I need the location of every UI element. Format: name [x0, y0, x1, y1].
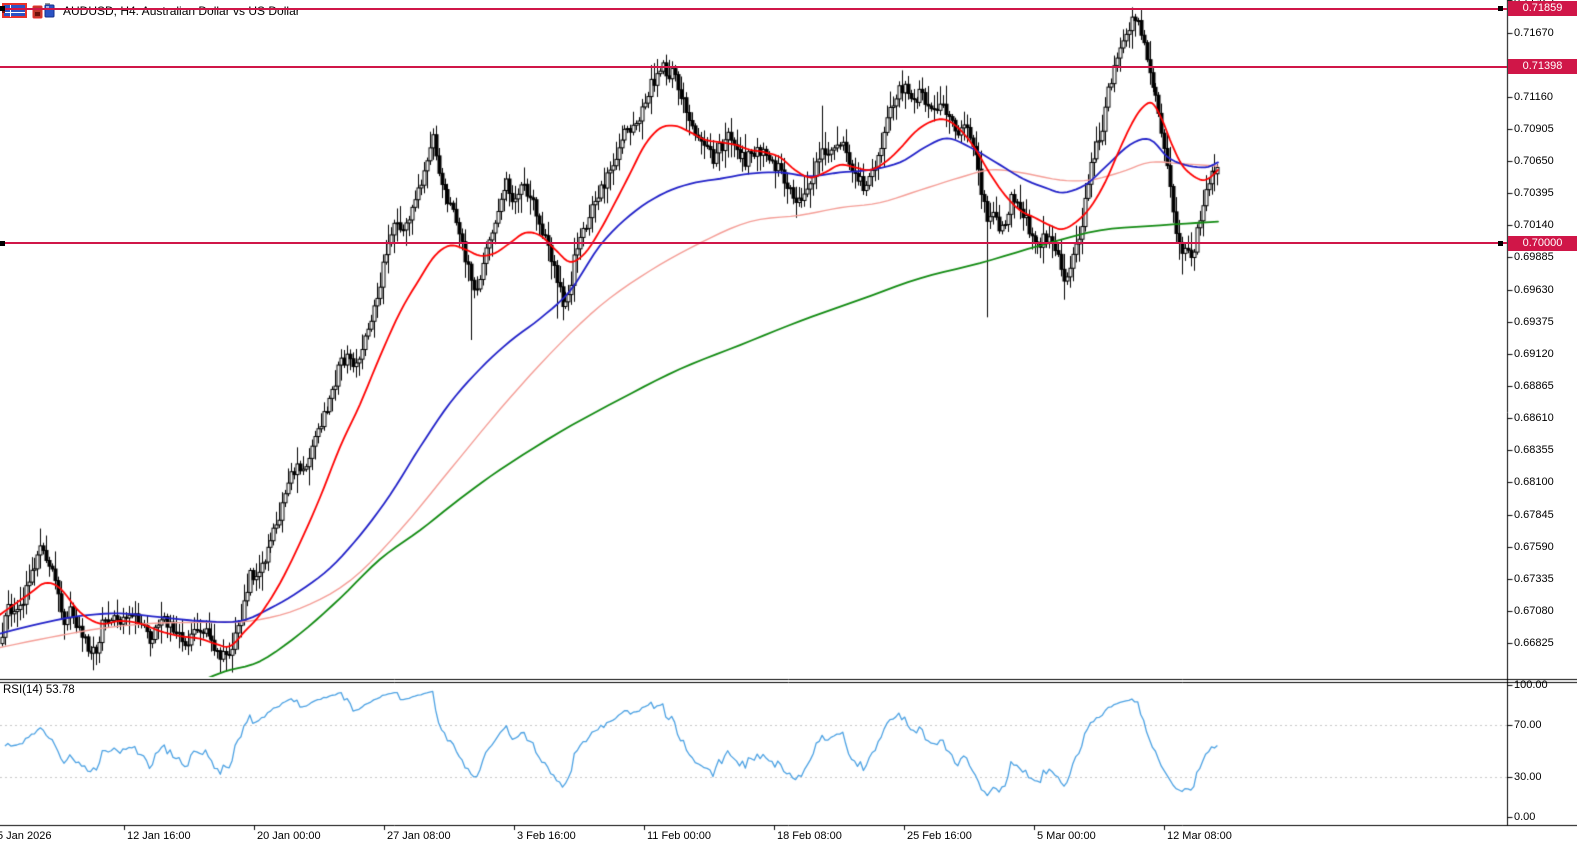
price-axis-tick-label: 0.67590 [1514, 540, 1554, 553]
price-axis-tick-label: 0.66825 [1514, 637, 1554, 650]
price-axis-tick-label: 0.67335 [1514, 572, 1554, 585]
rsi-label: RSI(14) [3, 684, 43, 696]
price-axis-tick-label: 0.71160 [1514, 90, 1553, 103]
time-axis-label: 12 Jan 16:00 [127, 830, 191, 842]
horizontal-line[interactable] [0, 7, 1507, 10]
price-line-label: 0.71398 [1508, 59, 1577, 75]
price-axis-tick-label: 0.70650 [1514, 155, 1554, 168]
price-axis-tick-label: 0.68610 [1514, 412, 1554, 425]
chart-title-bar: AUDUSD, H4: Australian Dollar vs US Doll… [2, 2, 300, 20]
rsi-axis-tick-label: 70.00 [1514, 718, 1542, 731]
price-pane[interactable] [0, 0, 1507, 676]
line-anchor-marker[interactable] [0, 240, 5, 246]
rsi-legend: RSI(14) 53.78 [3, 684, 75, 696]
candles-icon [32, 3, 55, 19]
price-axis-tick-label: 0.71670 [1514, 26, 1554, 39]
time-axis-label: 5 Mar 00:00 [1037, 830, 1096, 842]
time-axis-label: 27 Jan 08:00 [387, 830, 451, 842]
price-axis-tick-label: 0.69630 [1514, 283, 1554, 296]
price-axis-tick-label: 0.69120 [1514, 347, 1554, 360]
price-line-label: 0.71859 [1508, 1, 1577, 17]
time-axis-label: 25 Feb 16:00 [907, 830, 972, 842]
time-axis-label: 3 Feb 16:00 [517, 830, 576, 842]
rsi-axis-tick-label: 100.00 [1514, 679, 1548, 691]
price-axis-tick-label: 0.69885 [1514, 251, 1554, 264]
horizontal-line[interactable] [0, 65, 1507, 68]
line-anchor-marker[interactable] [1498, 6, 1503, 12]
chart-title: AUDUSD, H4: Australian Dollar vs US Doll… [63, 4, 300, 18]
horizontal-line[interactable] [0, 242, 1507, 244]
price-axis-tick-label: 0.68865 [1514, 380, 1554, 392]
line-anchor-marker[interactable] [1498, 240, 1503, 246]
price-axis-tick-label: 0.68100 [1514, 476, 1554, 489]
line-anchor-marker[interactable] [0, 6, 5, 12]
price-axis-tick-label: 0.70140 [1514, 219, 1554, 232]
price-axis-tick-label: 0.67080 [1514, 604, 1554, 617]
price-line-label: 0.70000 [1508, 235, 1577, 251]
price-axis-tick-label: 0.68355 [1514, 444, 1554, 457]
rsi-value: 53.78 [45, 684, 75, 696]
pane-separator[interactable] [0, 676, 1577, 685]
chart-grid-icon [2, 3, 27, 18]
price-axis-tick-label: 0.70395 [1514, 187, 1554, 200]
price-axis-tick-label: 0.69375 [1514, 315, 1554, 328]
rsi-axis-tick-label: 0.00 [1514, 811, 1536, 823]
time-axis-label: 5 Jan 2026 [0, 830, 52, 842]
time-axis-label: 20 Jan 00:00 [257, 830, 321, 842]
time-axis-label: 18 Feb 08:00 [777, 830, 842, 842]
price-axis-tick-label: 0.67845 [1514, 508, 1554, 521]
time-axis-label: 12 Mar 08:00 [1167, 830, 1232, 842]
rsi-axis-tick-label: 30.00 [1514, 771, 1542, 784]
time-axis-label: 11 Feb 00:00 [647, 830, 712, 842]
rsi-pane[interactable] [0, 685, 1507, 825]
price-axis-tick-label: 0.70905 [1514, 122, 1554, 135]
